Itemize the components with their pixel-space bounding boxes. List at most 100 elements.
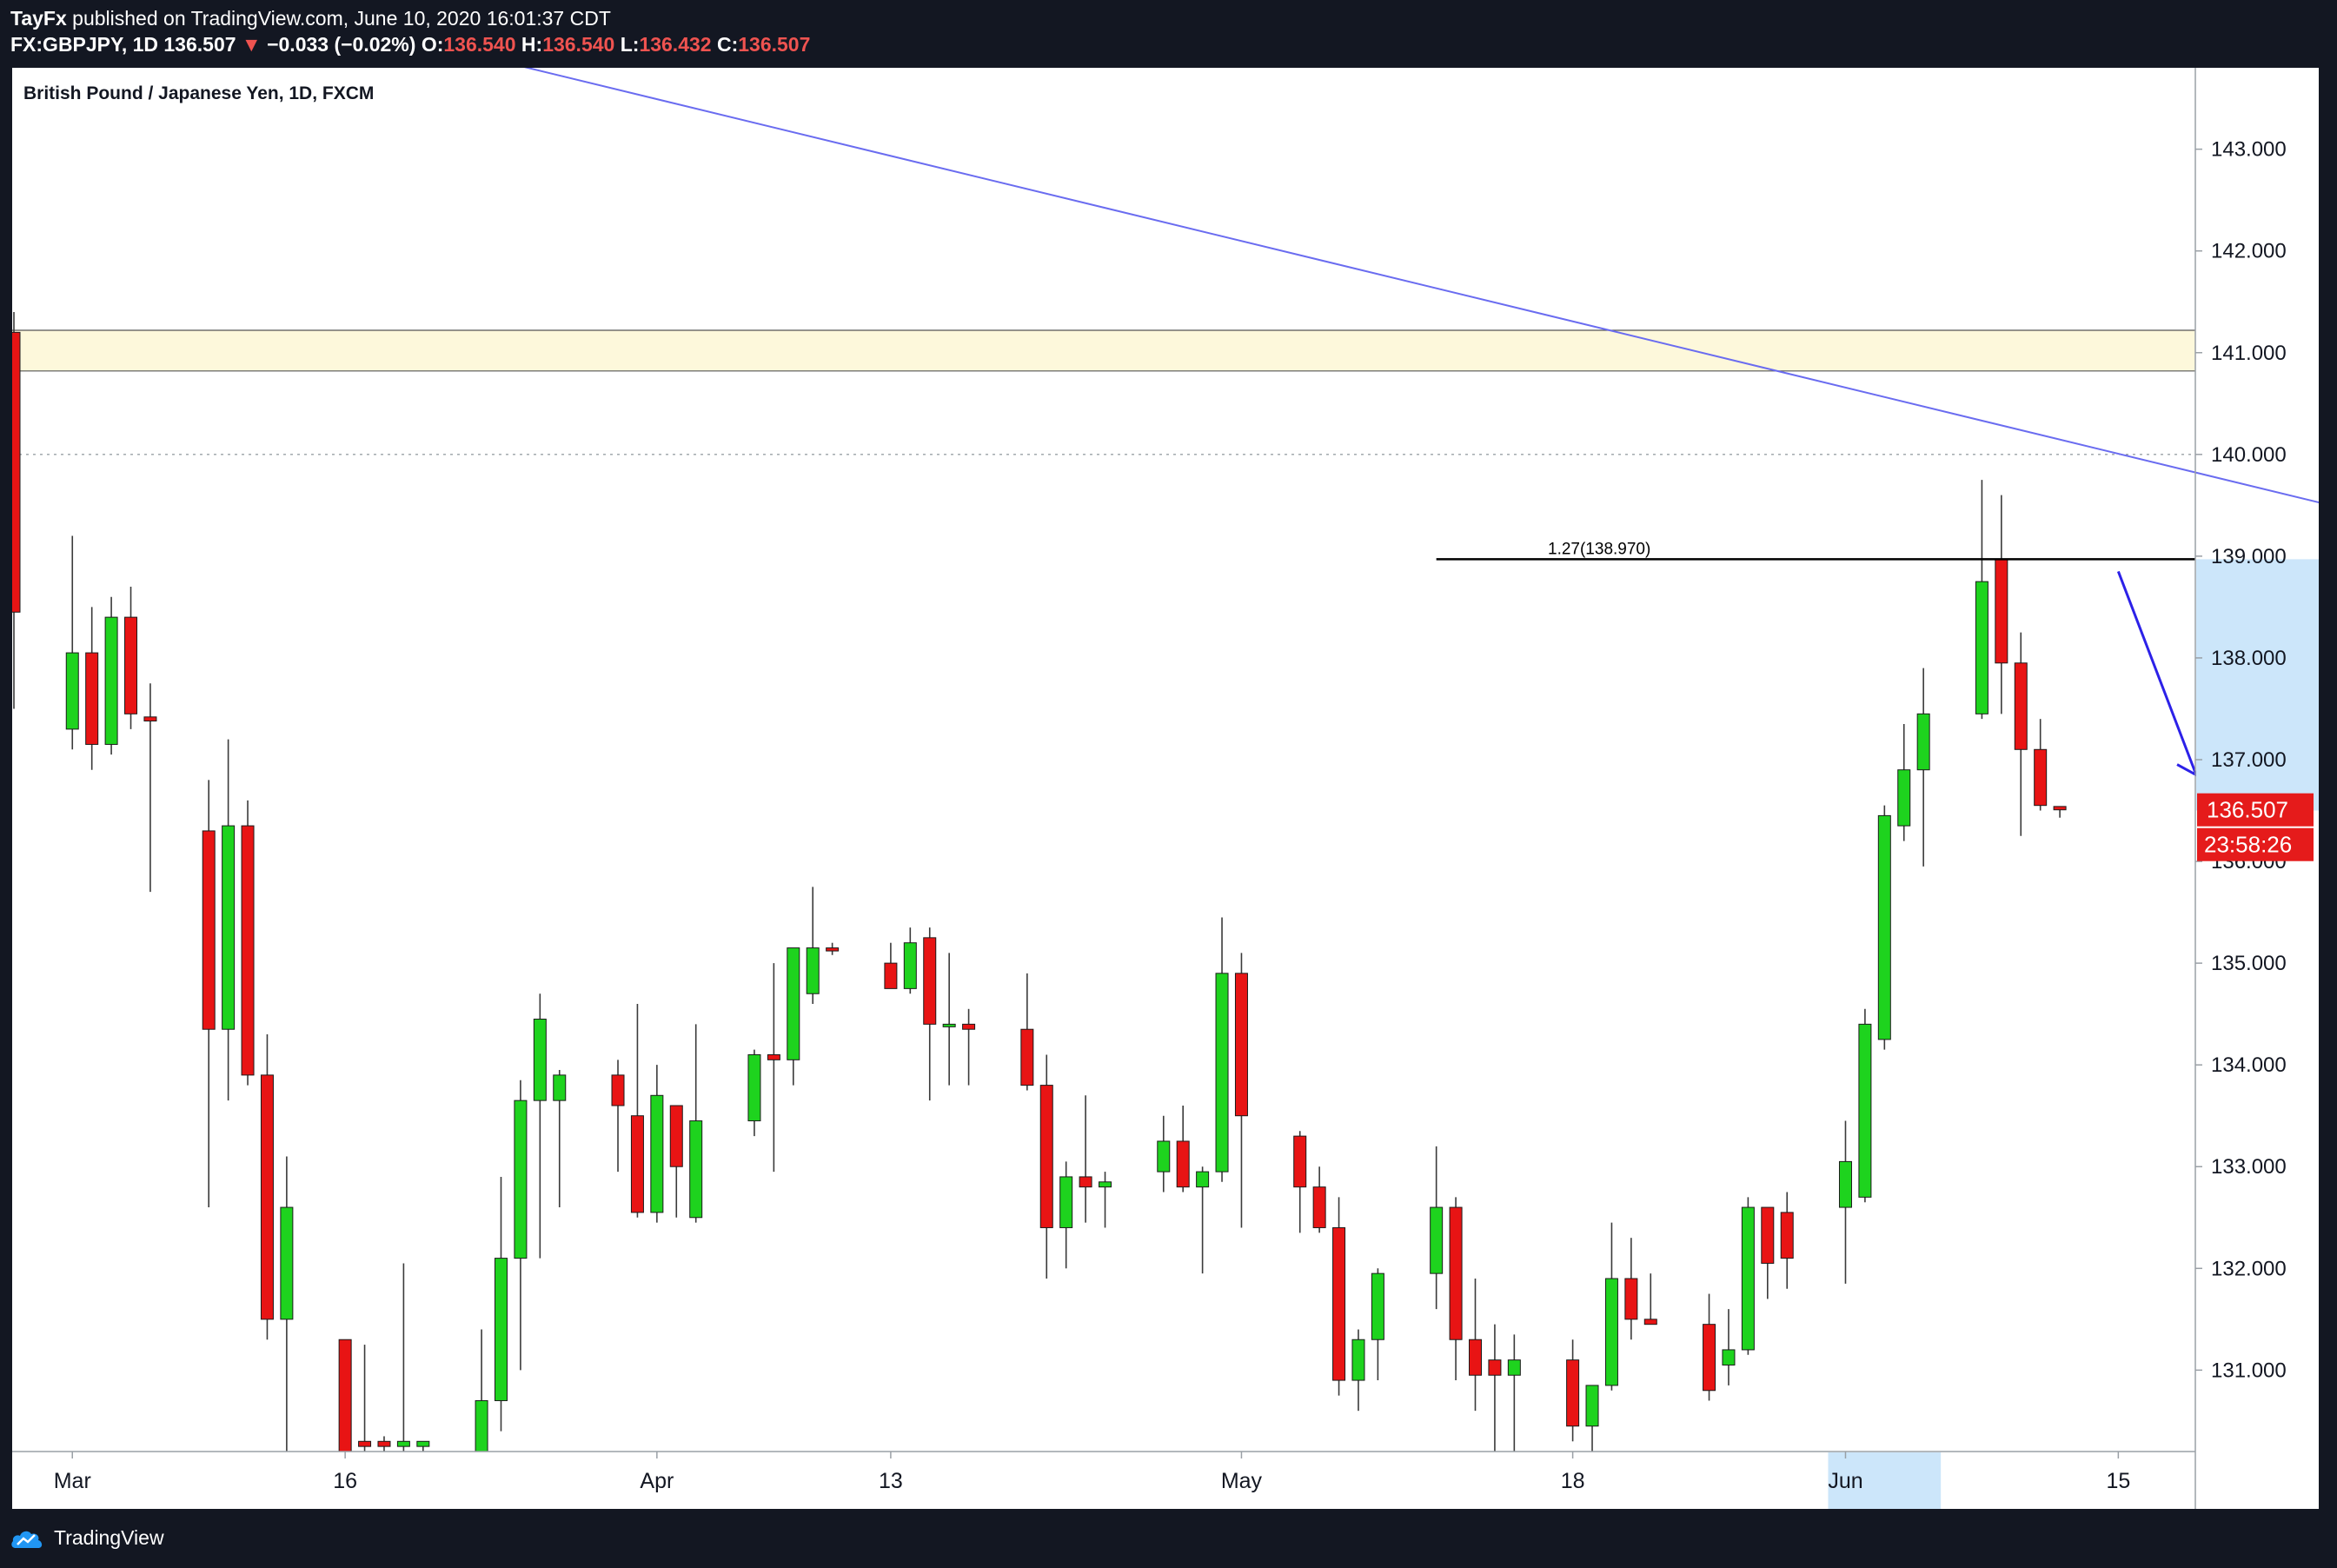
high-label: H: bbox=[521, 33, 543, 56]
candle bbox=[104, 596, 118, 755]
candle-body bbox=[1079, 1176, 1092, 1188]
candle-body bbox=[1507, 1359, 1521, 1376]
candle-body bbox=[358, 1440, 372, 1447]
candle bbox=[202, 780, 216, 1208]
candle-body bbox=[884, 962, 898, 989]
fib-level-label: 1.27(138.970) bbox=[1548, 540, 1650, 558]
candle bbox=[1312, 1166, 1326, 1233]
candle bbox=[2034, 719, 2048, 811]
publish-header: TayFx published on TradingView.com, June… bbox=[0, 0, 2337, 68]
candle bbox=[1897, 724, 1911, 841]
candle-body bbox=[553, 1074, 567, 1101]
candle-body bbox=[1020, 1028, 1034, 1086]
candle bbox=[1059, 1161, 1073, 1269]
candle-body bbox=[826, 947, 840, 952]
time-tick-label: May bbox=[1221, 1469, 1263, 1493]
candle bbox=[903, 927, 917, 994]
low-label: L: bbox=[620, 33, 640, 56]
candle bbox=[514, 1080, 528, 1371]
candle bbox=[826, 942, 840, 955]
candle bbox=[1449, 1197, 1463, 1381]
candle-body bbox=[1858, 1023, 1872, 1198]
candle-body bbox=[1059, 1176, 1073, 1228]
candle bbox=[1722, 1309, 1736, 1385]
candle bbox=[1858, 1008, 1872, 1203]
price-tick-label: 139.000 bbox=[2211, 545, 2287, 568]
last-price-label-bg bbox=[2197, 793, 2314, 827]
candle bbox=[2053, 806, 2067, 818]
candle bbox=[806, 887, 820, 1004]
candle bbox=[1293, 1131, 1307, 1233]
time-tick-label: 13 bbox=[879, 1469, 903, 1493]
tradingview-cloud-icon bbox=[11, 1531, 43, 1548]
candle-body bbox=[1995, 558, 2008, 664]
candle bbox=[1099, 1172, 1112, 1228]
candle-body bbox=[1332, 1226, 1346, 1381]
price-tick-label: 133.000 bbox=[2211, 1155, 2287, 1179]
countdown-label: 23:58:26 bbox=[2204, 832, 2292, 858]
candlestick-chart[interactable]: 1.27(138.970) 131.000 132.000 133.000 134.0… bbox=[7, 0, 2337, 1509]
candle-body bbox=[202, 830, 216, 1030]
candle bbox=[1703, 1293, 1716, 1401]
candle-body bbox=[1099, 1181, 1112, 1188]
candle bbox=[222, 739, 236, 1101]
candle-body bbox=[1761, 1206, 1775, 1264]
candle bbox=[495, 1176, 508, 1432]
candle-body bbox=[1780, 1212, 1794, 1259]
candle-body bbox=[1449, 1206, 1463, 1340]
candle bbox=[1157, 1115, 1171, 1193]
candle bbox=[396, 1263, 410, 1452]
candle-body bbox=[514, 1100, 528, 1259]
open-label: O: bbox=[421, 33, 444, 56]
candle-body bbox=[1703, 1324, 1716, 1392]
candle bbox=[1975, 480, 1988, 720]
candle-body bbox=[630, 1115, 644, 1213]
candle bbox=[260, 1034, 274, 1340]
candle bbox=[689, 1024, 703, 1223]
candle-body bbox=[1741, 1206, 1755, 1351]
chart-area[interactable]: 1.27(138.970) 131.000 132.000 133.000 134.0… bbox=[7, 0, 2337, 1509]
candle-body bbox=[416, 1440, 430, 1447]
candle bbox=[1371, 1268, 1384, 1381]
candle bbox=[923, 927, 937, 1101]
candle bbox=[1430, 1146, 1444, 1310]
candle-body bbox=[669, 1105, 683, 1167]
chart-title: British Pound / Japanese Yen, 1D, FXCM bbox=[23, 83, 374, 103]
candle-body bbox=[1430, 1206, 1444, 1274]
down-arrow-icon: ▼ bbox=[241, 33, 262, 56]
candle-body bbox=[241, 825, 255, 1076]
price-tick-label: 135.000 bbox=[2211, 952, 2287, 975]
publish-info: TayFx published on TradingView.com, June… bbox=[10, 7, 611, 30]
candle bbox=[1488, 1324, 1502, 1452]
candle bbox=[1566, 1339, 1580, 1442]
tradingview-logo[interactable]: TradingView bbox=[10, 1526, 164, 1550]
candle bbox=[1624, 1238, 1638, 1340]
candle-body bbox=[1157, 1140, 1171, 1173]
candle bbox=[1215, 917, 1229, 1182]
candle bbox=[1351, 1329, 1365, 1412]
countdown-label-bg bbox=[2197, 827, 2314, 861]
price-tick-label: 140.000 bbox=[2211, 443, 2287, 467]
candle-body bbox=[1469, 1339, 1482, 1376]
candle-body bbox=[1624, 1278, 1638, 1320]
candle-body bbox=[475, 1399, 488, 1452]
candle bbox=[1780, 1192, 1794, 1289]
candle-body bbox=[396, 1440, 410, 1447]
last-price: 136.507 bbox=[163, 33, 236, 56]
candle bbox=[1332, 1197, 1346, 1396]
candle-body bbox=[1838, 1160, 1852, 1208]
candle-body bbox=[787, 947, 800, 1060]
candle-body bbox=[104, 616, 118, 745]
candle-body bbox=[533, 1019, 547, 1101]
candle bbox=[1877, 805, 1891, 1050]
time-range-highlight bbox=[1828, 1452, 1942, 1509]
candle-body bbox=[338, 1339, 352, 1452]
candle-body bbox=[942, 1023, 956, 1027]
supply-zone bbox=[12, 330, 2195, 371]
candle bbox=[124, 587, 138, 729]
candle-body bbox=[85, 652, 99, 745]
candle-body bbox=[1371, 1272, 1384, 1340]
last-price-label: 136.507 bbox=[2207, 797, 2288, 823]
candle-body bbox=[1975, 581, 1988, 714]
publisher-name[interactable]: TayFx bbox=[10, 7, 67, 30]
